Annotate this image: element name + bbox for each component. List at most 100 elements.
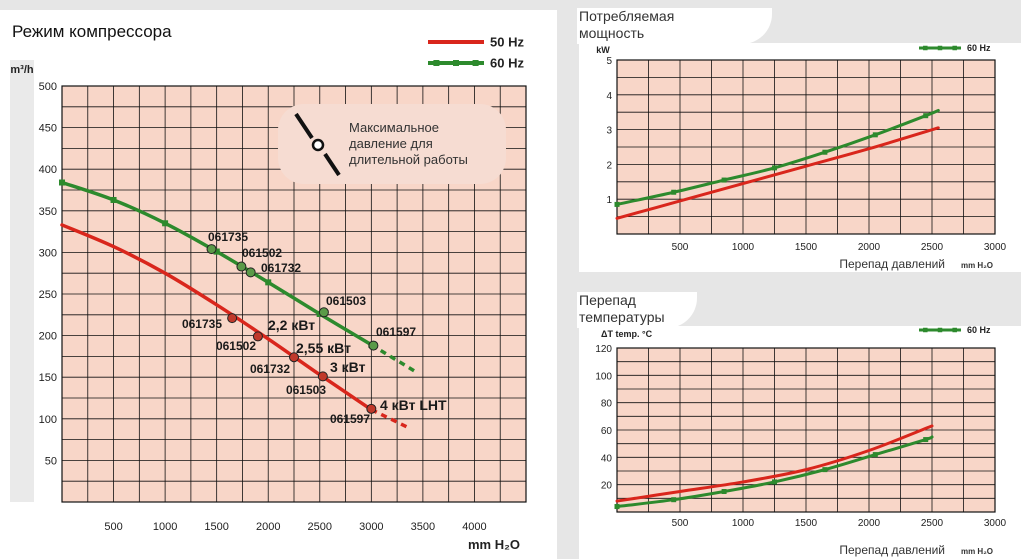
main-series-marker	[265, 279, 272, 286]
power-series-line-50hz	[615, 126, 940, 220]
power-x-axis-unit: mm H₂O	[961, 261, 993, 270]
main-x-tick-label: 1000	[153, 521, 177, 533]
power-x-tick-label: 2500	[921, 242, 944, 253]
main-model-label: 061503	[286, 383, 326, 397]
temp-legend-marker	[937, 327, 943, 333]
power-legend-label: 60 Hz	[967, 43, 991, 53]
main-series-extension-50hz	[370, 408, 409, 429]
power-y-tick-label: 4	[606, 91, 612, 102]
main-model-point	[318, 307, 329, 318]
power-series-marker	[872, 132, 878, 138]
temp-x-tick-label: 2000	[858, 518, 881, 529]
temp-legend-marker	[952, 327, 957, 333]
main-plot-frame	[61, 85, 527, 503]
temp-series-marker	[721, 489, 727, 494]
temp-plot-frame	[616, 347, 996, 513]
main-annotation-text: длительной работы	[349, 152, 468, 167]
main-x-axis-label: mm H₂O	[468, 537, 520, 552]
power-title-line1: Потребляемая	[579, 8, 675, 24]
temp-series-line-50hz	[615, 424, 934, 503]
main-y-tick-label: 100	[39, 414, 57, 426]
main-gauge-needle-icon	[294, 112, 314, 140]
main-model-point	[317, 371, 328, 382]
main-y-tick-label: 400	[39, 164, 57, 176]
power-series-marker	[772, 165, 777, 171]
temp-chart-title: Перепад температуры	[577, 292, 697, 328]
main-model-label: 061732	[261, 261, 301, 275]
power-y-tick-label: 2	[606, 160, 612, 171]
power-legend-marker	[937, 45, 943, 51]
temp-series-marker	[822, 467, 828, 473]
main-series-marker	[110, 196, 117, 203]
main-power-label: 2,2 кВт	[268, 317, 315, 333]
temp-y-tick-label: 120	[595, 344, 612, 355]
power-chart: 500 1000 1500 2000 2500 3000 1 2 3 4 5kW Перепад да…	[596, 43, 1007, 271]
main-legend-label: 60 Hz	[490, 56, 524, 71]
temp-x-axis-unit: mm H₂O	[961, 547, 993, 556]
main-x-tick-label: 500	[104, 521, 122, 533]
power-x-tick-label: 3000	[984, 242, 1007, 253]
main-y-tick-label: 300	[39, 247, 57, 259]
temp-legend-marker	[923, 327, 928, 333]
temp-x-axis-label: Перепад давлений	[839, 543, 945, 557]
temp-y-tick-label: 60	[601, 426, 613, 437]
main-model-point	[245, 267, 256, 278]
temp-x-tick-label: 1500	[795, 518, 818, 529]
main-x-tick-label: 3000	[359, 521, 383, 533]
power-legend-marker	[923, 45, 928, 51]
main-model-point	[252, 331, 263, 342]
main-model-point	[236, 261, 247, 272]
main-y-axis-strip	[10, 60, 34, 502]
power-series-marker	[822, 149, 828, 155]
temp-series-marker	[614, 504, 620, 510]
main-legend-marker	[472, 60, 479, 66]
main-model-label: 061503	[326, 294, 366, 308]
temp-series-marker	[923, 437, 929, 443]
main-power-label: 2,55 кВт	[296, 340, 351, 356]
temp-y-tick-label: 40	[601, 453, 613, 464]
temp-x-tick-label: 2500	[921, 518, 944, 529]
main-model-label: 061597	[376, 325, 416, 339]
main-y-axis-label: m³/h	[10, 64, 34, 76]
main-annotation-text: Максимальное	[349, 120, 439, 135]
temp-y-tick-label: 100	[595, 371, 612, 382]
temp-legend-label: 60 Hz	[967, 326, 991, 335]
main-model-label: 061735	[182, 317, 222, 331]
main-model-point	[206, 244, 217, 255]
power-title-line2: мощность	[579, 25, 645, 41]
main-model-label: 061597	[330, 412, 370, 426]
power-series-line-60hz	[615, 108, 940, 206]
main-series-marker	[162, 220, 169, 227]
main-series-marker	[59, 179, 65, 186]
temp-series-marker	[872, 452, 878, 458]
temp-y-axis-label: ΔT temp. °C	[601, 329, 653, 339]
temp-y-tick-label: 80	[601, 399, 613, 410]
main-legend-marker	[433, 60, 440, 66]
main-chart: 500 1000 1500 2000 2500 3000 3500 4000 50 100 150 2…	[10, 35, 527, 552]
main-power-label: 4 кВт LHT	[380, 397, 447, 413]
main-y-tick-label: 500	[39, 81, 57, 93]
power-series-marker	[721, 177, 727, 183]
main-gauge-needle-icon	[323, 152, 341, 177]
power-x-axis-label: Перепад давлений	[839, 257, 945, 271]
power-series-marker	[923, 113, 929, 119]
temp-title-line1: Перепад	[579, 292, 636, 308]
temp-x-tick-label: 3000	[984, 518, 1007, 529]
main-legend-label: 50 Hz	[490, 35, 524, 50]
main-x-tick-label: 2500	[308, 521, 332, 533]
power-plot-frame	[616, 59, 996, 235]
main-model-label: 061502	[216, 339, 256, 353]
main-model-point	[366, 403, 377, 414]
temp-chart: 500 1000 1500 2000 2500 3000 20 40 60 80 100 120 ΔT …	[595, 326, 1007, 557]
main-x-tick-label: 2000	[256, 521, 280, 533]
main-gauge-pivot-icon	[311, 138, 325, 152]
temp-title-line2: температуры	[579, 309, 665, 325]
main-model-label: 061732	[250, 362, 290, 376]
main-power-label: 3 кВт	[330, 359, 366, 375]
temp-y-tick-label: 20	[601, 481, 613, 492]
main-y-tick-label: 50	[45, 455, 57, 467]
power-series-marker	[614, 201, 620, 207]
main-model-point	[227, 313, 238, 324]
power-series-marker	[671, 189, 677, 195]
temp-series-marker	[772, 479, 777, 485]
